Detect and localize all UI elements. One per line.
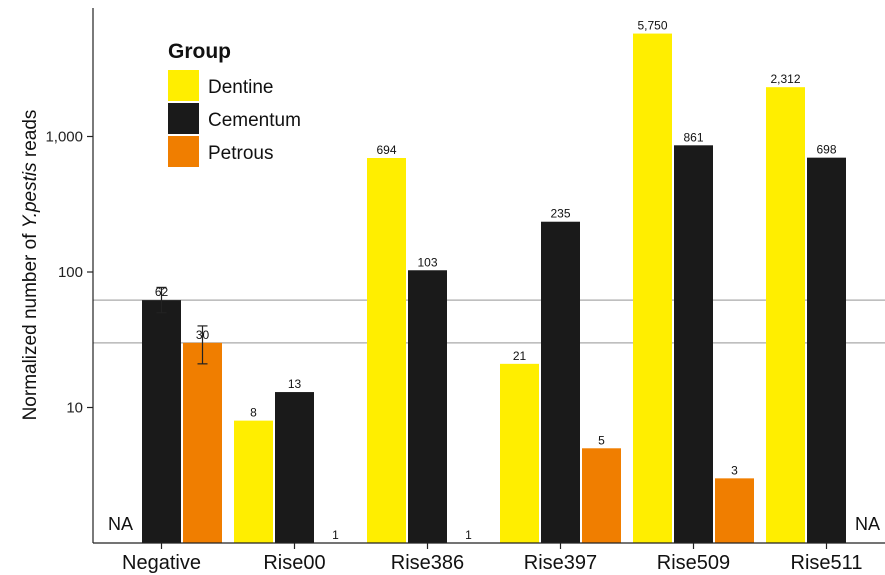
y-axis-ticks: 10 100 1,000: [45, 129, 93, 417]
y-tick-label-100: 100: [58, 264, 83, 281]
bar-rise397-cementum: [541, 221, 580, 543]
x-axis-ticks: Negative Rise00 Rise386 Rise397 Rise509 Rise5…: [122, 543, 862, 574]
data-label-rise386-petrous: 1: [465, 528, 472, 542]
na-label-negative: NA: [108, 514, 133, 534]
legend-label-cementum: Cementum: [208, 110, 301, 131]
bar-rise386-cementum: [408, 270, 447, 543]
data-label-rise00-petrous: 1: [332, 528, 339, 542]
bar-rise00-dentine: [234, 420, 273, 543]
data-label-negative-petrous: 30: [196, 328, 210, 342]
error-bar-negative-cementum: [156, 286, 167, 314]
data-label-rise386-cementum: 103: [417, 255, 437, 269]
data-label-rise00-dentine: 8: [250, 406, 257, 420]
legend-swatch-cementum: [168, 103, 199, 134]
y-axis-label-part1: Normalized number of: [20, 228, 41, 420]
legend-label-petrous: Petrous: [208, 143, 273, 164]
bar-rise386-dentine: [367, 157, 406, 543]
data-label-rise397-cementum: 235: [550, 207, 570, 221]
y-axis-label: Normalized number of Y.pestis reads: [20, 110, 41, 421]
x-tick-label-rise00: Rise00: [263, 552, 325, 574]
bar-rise511-dentine: [766, 87, 805, 543]
error-bars-layer: [156, 286, 208, 365]
data-label-rise511-dentine: 2,312: [770, 72, 800, 86]
y-axis-label-part3: reads: [20, 110, 41, 163]
data-label-rise397-dentine: 21: [513, 349, 527, 363]
error-bar-negative-petrous: [197, 325, 208, 365]
data-label-rise397-petrous: 5: [598, 433, 605, 447]
bar-rise509-dentine: [633, 33, 672, 544]
bar-negative-cementum: [142, 300, 181, 543]
data-label-rise509-petrous: 3: [731, 463, 738, 477]
bar-rise397-petrous: [582, 448, 621, 543]
legend-swatch-petrous: [168, 136, 199, 167]
bar-rise509-cementum: [674, 145, 713, 543]
legend-label-dentine: Dentine: [208, 77, 274, 98]
data-label-rise00-cementum: 13: [288, 377, 302, 391]
legend-title: Group: [168, 40, 231, 63]
x-tick-label-rise386: Rise386: [391, 552, 464, 574]
bars-layer: [142, 33, 846, 544]
na-label-rise511: NA: [855, 514, 880, 534]
data-label-rise386-dentine: 694: [376, 143, 396, 157]
bar-negative-petrous: [183, 342, 222, 543]
data-label-negative-cementum: 62: [155, 285, 169, 299]
y-axis-label-species: Y.pestis: [20, 162, 41, 228]
data-label-rise509-cementum: 861: [683, 130, 703, 144]
y-tick-label-1-000: 1,000: [45, 129, 83, 146]
legend: Group Dentine Cementum Petrous: [168, 40, 301, 167]
reference-lines: [93, 299, 885, 344]
bar-rise00-cementum: [275, 392, 314, 543]
x-tick-label-rise511: Rise511: [791, 552, 863, 574]
bar-rise511-cementum: [807, 157, 846, 543]
x-tick-label-rise397: Rise397: [524, 552, 597, 574]
data-label-rise511-cementum: 698: [816, 143, 836, 157]
x-tick-label-rise509: Rise509: [657, 552, 730, 574]
x-tick-label-negative: Negative: [122, 552, 201, 574]
data-labels-layer: 62 30 8 13 1 694 103 1 21 235 5 5,750 861 3 2,312 698 NA…: [108, 19, 880, 542]
data-label-rise509-dentine: 5,750: [637, 19, 667, 33]
bar-rise509-petrous: [715, 478, 754, 543]
y-tick-label-10: 10: [66, 400, 83, 417]
legend-swatch-dentine: [168, 70, 199, 101]
bar-rise397-dentine: [500, 363, 539, 543]
